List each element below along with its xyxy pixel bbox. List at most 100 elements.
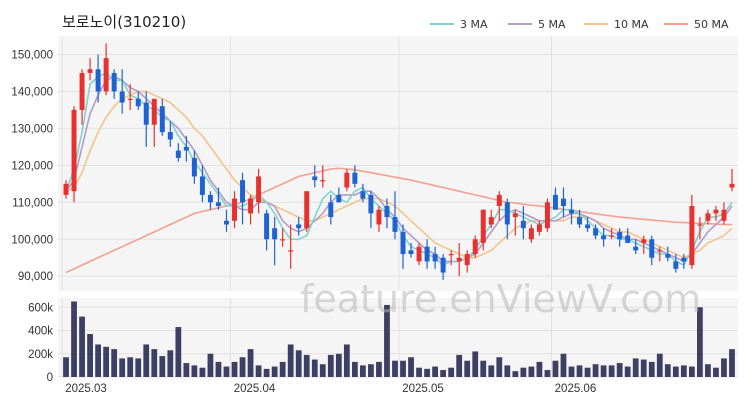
legend-label: 5 MA (538, 18, 566, 31)
volume-bar (287, 344, 294, 377)
volume-bar (576, 365, 583, 377)
volume-bar (319, 364, 326, 377)
watermark: feature.enViewV.com (300, 277, 701, 321)
candle-body (705, 213, 711, 221)
volume-bar (63, 357, 69, 377)
volume-bar (512, 371, 519, 377)
candle-body (384, 206, 390, 218)
volume-bar (135, 358, 142, 377)
candle-body (424, 246, 430, 262)
volume-bar (79, 316, 85, 377)
candle-body (400, 231, 406, 255)
legend: 3 MA 5 MA 10 MA 50 MA (430, 18, 729, 31)
volume-bar (504, 365, 511, 377)
candle-body (256, 176, 262, 203)
volume-bar (127, 357, 134, 377)
candle-body (641, 239, 647, 243)
candle-body (264, 213, 270, 240)
candle-body (224, 220, 229, 225)
candle-body (440, 257, 446, 273)
price-tick-label: 90,000 (18, 271, 53, 283)
candle-body (657, 250, 663, 252)
price-plot-area (58, 36, 738, 291)
candle-body (649, 239, 655, 258)
price-tick-label: 110,000 (12, 197, 53, 209)
volume-bar (552, 360, 559, 377)
volume-bar (103, 346, 110, 377)
volume-bar (440, 370, 447, 377)
candle-body (456, 257, 462, 262)
volume-tick-label: 200k (28, 349, 53, 361)
candle-body (681, 257, 687, 262)
price-gridlines (58, 53, 738, 277)
volume-bar (159, 356, 166, 377)
candle-body (288, 250, 294, 252)
volume-bar (544, 370, 551, 377)
candle-body (609, 235, 615, 237)
volume-bar (496, 357, 503, 377)
volume-bar (263, 368, 270, 377)
volume-bar (255, 365, 262, 377)
volume-bar (207, 353, 214, 377)
candle-body (569, 209, 574, 214)
volume-bar (608, 365, 615, 377)
volume-bar (360, 365, 366, 377)
volume-bar (640, 359, 647, 377)
volume-bar (71, 301, 77, 377)
candle-body (272, 228, 278, 240)
candle-body (408, 250, 414, 255)
volume-bar (143, 344, 150, 377)
candle-body (183, 146, 189, 151)
volume-bar (456, 354, 463, 377)
candle-body (496, 194, 502, 206)
volume-axis-ticks: 0 200k 400k 600k (28, 302, 53, 384)
candle-body (312, 176, 318, 181)
candle-body (536, 224, 542, 232)
volume-bar (729, 349, 735, 377)
volume-bar (520, 367, 527, 377)
candle-body (392, 217, 398, 232)
volume-bar (167, 350, 174, 377)
volume-bar (688, 366, 695, 377)
date-tick-label: 2025.04 (234, 383, 276, 395)
candle-body (544, 202, 550, 229)
volume-bar (408, 357, 414, 377)
candle-body (593, 228, 599, 236)
volume-bar (279, 361, 286, 377)
price-tick-label: 130,000 (11, 123, 53, 135)
candle-body (561, 198, 566, 206)
volume-bar (528, 366, 535, 377)
candle-body (464, 254, 470, 266)
volume-bar (536, 361, 543, 377)
candle-body (344, 172, 350, 188)
volume-bar (215, 361, 222, 377)
volume-tick-label: 0 (47, 372, 53, 384)
volume-bar (343, 344, 350, 377)
price-tick-label: 140,000 (11, 86, 53, 98)
candle-body (633, 246, 639, 251)
candle-body (111, 72, 117, 92)
volume-bar (648, 361, 655, 377)
volume-bar (432, 366, 438, 377)
date-axis-ticks: 2025.03 2025.04 2025.05 2025.06 (65, 383, 596, 395)
candle-body (143, 102, 149, 125)
volume-bars (63, 301, 735, 377)
candle-body (520, 220, 526, 229)
volume-bar (376, 361, 382, 377)
volume-bar (480, 360, 487, 377)
candle-body (328, 202, 334, 218)
volume-bar (705, 364, 711, 377)
volume-bar (327, 354, 334, 377)
candle-body (336, 194, 342, 203)
candle-body (199, 176, 205, 195)
volume-bar (175, 327, 182, 377)
candle-body (127, 98, 133, 101)
candle-body (416, 246, 422, 262)
candle-body (376, 209, 382, 225)
candle-body (119, 91, 125, 103)
volume-bar (271, 366, 278, 377)
volume-bar (592, 364, 599, 377)
candle-body (167, 132, 173, 140)
volume-bar (424, 368, 430, 377)
